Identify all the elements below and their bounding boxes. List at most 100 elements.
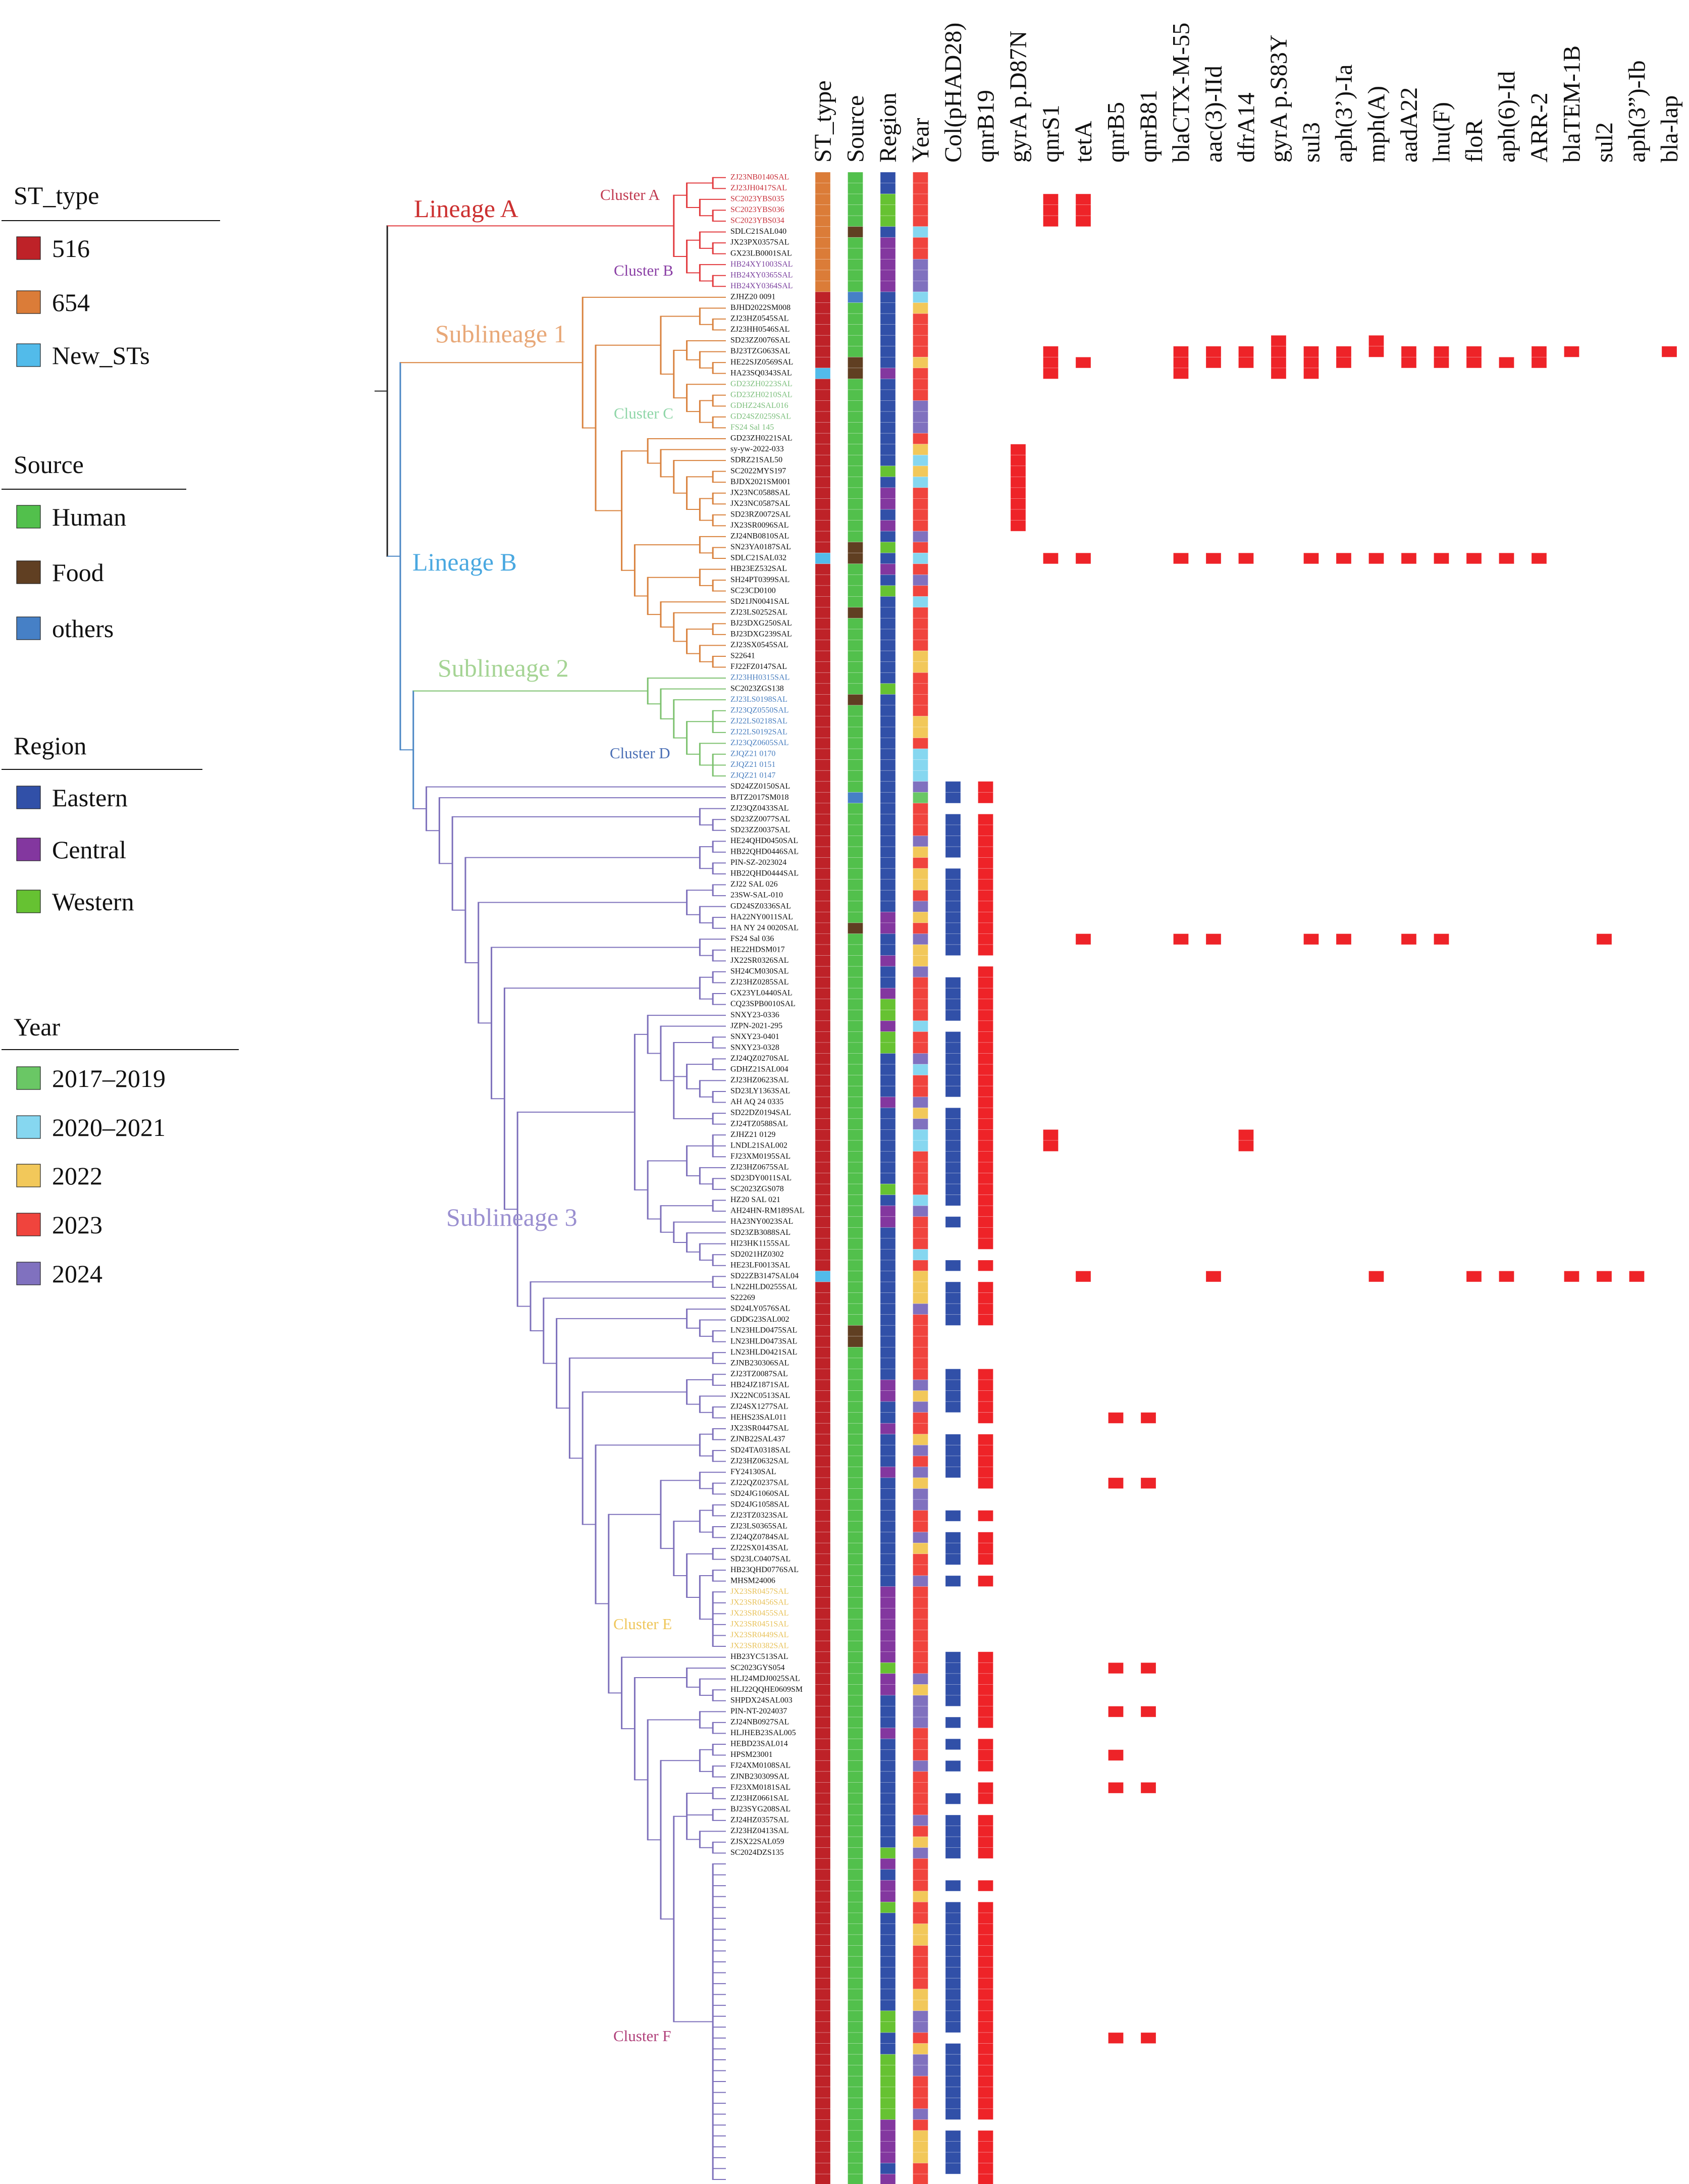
leaf-label: ZJ23HZ0661SAL	[730, 1794, 789, 1802]
gene-presence-cell	[1531, 552, 1547, 564]
leaf-label: SD23ZZ0037SAL	[730, 825, 790, 834]
source-cell	[848, 1075, 863, 1086]
gene-presence-cell	[1075, 1271, 1091, 1282]
gene-presence-cell	[945, 1989, 961, 2000]
gene-presence-cell	[1108, 1662, 1124, 1674]
year-cell	[913, 1325, 928, 1337]
leaf-label: BJTZ2017SM018	[730, 793, 789, 802]
legend-item-label: 2020–2021	[52, 1113, 166, 1141]
leaf-label: ZJ23JH0417SAL	[730, 184, 787, 192]
st-type-cell	[815, 1467, 831, 1478]
region-cell	[880, 1717, 896, 1729]
gene-presence-cell	[978, 846, 993, 858]
source-cell	[848, 465, 863, 477]
gene-presence-cell	[1499, 1271, 1514, 1282]
leaf-label: HI23HK1155SAL	[730, 1239, 790, 1247]
leaf-label: HEHS23SAL011	[730, 1413, 786, 1422]
gene-presence-cell	[1466, 356, 1482, 369]
leaf-label: SD23ZB3088SAL	[730, 1228, 790, 1237]
leaf-label: ZJ24QZ0784SAL	[730, 1533, 789, 1541]
leaf-label: JX23SR0457SAL	[730, 1587, 789, 1596]
st-type-cell	[815, 270, 831, 281]
lineage-a-label: Lineage A	[414, 194, 518, 223]
region-cell	[880, 1346, 896, 1359]
st-type-cell	[815, 890, 831, 902]
region-cell	[880, 2043, 896, 2055]
gene-presence-cell	[978, 999, 993, 1010]
gene-presence-cell	[945, 2141, 961, 2153]
legend-swatch	[16, 236, 41, 260]
leaf-label: SDLC21SAL040	[730, 227, 786, 236]
region-cell	[880, 1662, 896, 1674]
region-cell	[880, 2054, 896, 2066]
st-type-cell	[815, 1912, 831, 1924]
st-type-cell	[815, 1499, 831, 1511]
year-cell	[913, 552, 928, 564]
st-type-cell	[815, 2087, 831, 2098]
leaf-label: SHPDX24SAL003	[730, 1696, 793, 1704]
st-type-cell	[815, 1477, 831, 1489]
legend-swatch	[16, 1164, 41, 1187]
source-cell	[848, 999, 863, 1010]
gene-presence-cell	[1629, 1271, 1645, 1282]
gene-presence-cell	[945, 868, 961, 880]
st-type-cell	[815, 1847, 831, 1859]
source-cell	[848, 2021, 863, 2033]
year-cell	[913, 2163, 928, 2174]
gene-presence-cell	[978, 1173, 993, 1184]
region-cell	[880, 487, 896, 499]
region-cell	[880, 1542, 896, 1554]
leaf-label: BJDX2021SM001	[730, 478, 790, 486]
source-cell	[848, 1760, 863, 1772]
region-cell	[880, 857, 896, 869]
st-type-cell	[815, 966, 831, 978]
source-cell	[848, 759, 863, 771]
region-cell	[880, 1771, 896, 1783]
year-cell	[913, 1085, 928, 1098]
leaf-label: HB22QHD0446SAL	[730, 848, 799, 856]
column-header: aph(3’)-Ia	[1331, 64, 1357, 163]
region-cell	[880, 792, 896, 804]
st-type-cell	[815, 248, 831, 259]
region-cell	[880, 944, 896, 956]
year-cell	[913, 1521, 928, 1533]
source-cell	[848, 1575, 863, 1587]
source-cell	[848, 846, 863, 858]
year-cell	[913, 1390, 928, 1402]
leaf-label: HB24JZ1871SAL	[730, 1380, 789, 1389]
region-cell	[880, 379, 896, 390]
gene-presence-cell	[1043, 552, 1059, 564]
source-cell	[848, 335, 863, 347]
leaf-label: ZJ23HZ0413SAL	[730, 1827, 789, 1835]
leaf-label: ZJ23QZ0550SAL	[730, 706, 789, 714]
column-header: aac(3)-IId	[1200, 66, 1227, 163]
gene-presence-cell	[978, 1140, 993, 1152]
gene-presence-cell	[945, 1542, 961, 1554]
year-cell	[913, 1488, 928, 1500]
gene-presence-cell	[945, 1684, 961, 1696]
gene-presence-cell	[978, 1651, 993, 1663]
source-cell	[848, 1923, 863, 1935]
source-cell	[848, 629, 863, 641]
gene-presence-cell	[945, 1140, 961, 1152]
gene-presence-cell	[978, 1042, 993, 1054]
source-cell	[848, 1553, 863, 1565]
st-type-cell	[815, 1227, 831, 1239]
st-type-cell	[815, 1118, 831, 1130]
gene-presence-cell	[1043, 215, 1059, 227]
gene-presence-cell	[945, 1292, 961, 1304]
st-type-cell	[815, 1238, 831, 1250]
gene-presence-cell	[978, 1912, 993, 1924]
gene-presence-cell	[1140, 1782, 1156, 1794]
year-cell	[913, 1205, 928, 1217]
leaf-label: HB24XY0364SAL	[730, 282, 793, 290]
gene-presence-cell	[945, 1173, 961, 1184]
st-type-cell	[815, 792, 831, 804]
st-type-cell	[815, 1129, 831, 1141]
source-cell	[848, 1303, 863, 1315]
leaf-label: AH24HN-RM189SAL	[730, 1207, 805, 1215]
column-header: bla-lap	[1656, 95, 1683, 163]
gene-presence-cell	[1043, 1140, 1059, 1152]
gene-presence-cell	[978, 1205, 993, 1217]
region-cell	[880, 1869, 896, 1881]
